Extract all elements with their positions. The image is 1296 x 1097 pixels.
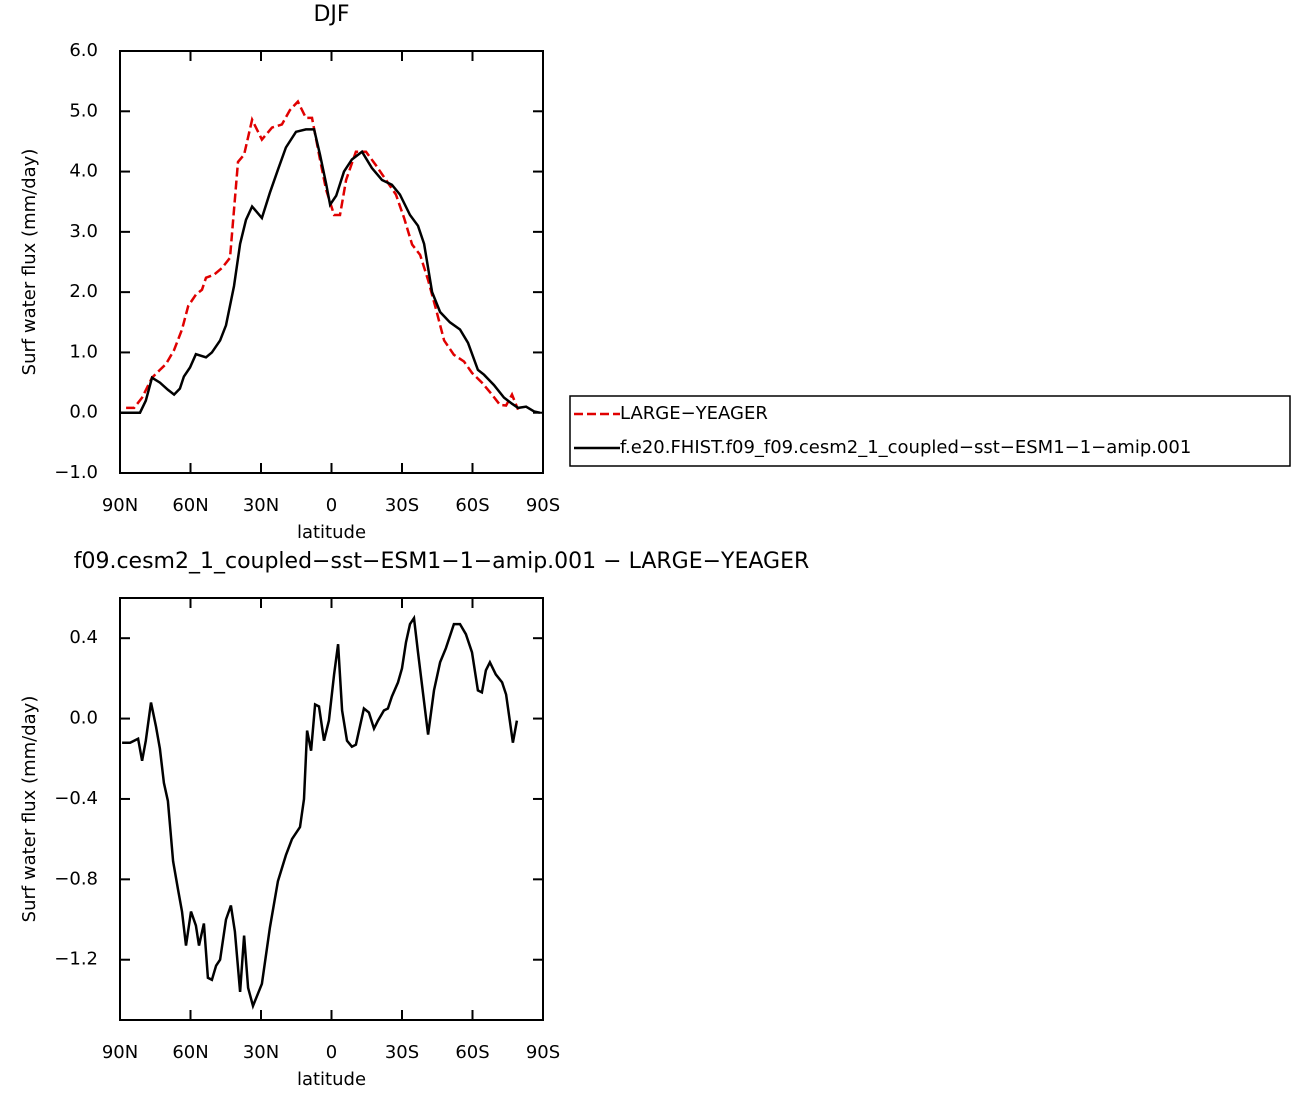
y-tick-label: 0.0 (69, 708, 98, 729)
y-tick-label: 3.0 (69, 221, 98, 242)
plot-frame (119, 597, 544, 1021)
chart-title: f09.cesm2_1_coupled−sst−ESM1−1−amip.001 … (74, 549, 810, 574)
y-tick-label: −0.8 (54, 868, 98, 889)
data-line (122, 614, 519, 1010)
x-tick-label: 0 (326, 1042, 337, 1063)
x-tick-label: 60N (172, 495, 208, 516)
x-tick-label: 90N (102, 495, 138, 516)
x-tick-label: 90S (526, 1042, 560, 1063)
legend: LARGE−YEAGER f.e20.FHIST.f09_f09.cesm2_1_… (569, 395, 1291, 467)
x-tick-label: 90N (102, 1042, 138, 1063)
data-line (120, 128, 541, 414)
x-tick-label: 0 (326, 495, 337, 516)
y-tick-label: 4.0 (69, 161, 98, 182)
y-tick-label: 1.0 (69, 341, 98, 362)
data-line (126, 99, 520, 411)
legend-label: f.e20.FHIST.f09_f09.cesm2_1_coupled−sst−… (620, 437, 1191, 458)
plot-frame (119, 50, 544, 474)
x-tick-label: 60N (172, 1042, 208, 1063)
y-tick-label: 0.0 (69, 402, 98, 423)
x-tick-label: 90S (526, 495, 560, 516)
y-tick-label: −1.0 (54, 462, 98, 483)
y-axis-label: Surf water flux (mm/day) (19, 696, 40, 923)
y-tick-label: −1.2 (54, 949, 98, 970)
legend-box (569, 395, 1291, 467)
y-tick-label: −0.4 (54, 788, 98, 809)
y-tick-label: 0.4 (69, 627, 98, 648)
x-tick-label: 30S (385, 495, 419, 516)
y-tick-label: 5.0 (69, 100, 98, 121)
x-tick-label: 30N (243, 495, 279, 516)
y-tick-label: 6.0 (69, 40, 98, 61)
x-tick-label: 60S (455, 495, 489, 516)
y-tick-label: 2.0 (69, 281, 98, 302)
x-tick-label: 30S (385, 1042, 419, 1063)
x-tick-label: 30N (243, 1042, 279, 1063)
x-tick-label: 60S (455, 1042, 489, 1063)
x-axis-label: latitude (297, 1069, 366, 1090)
y-axis-label: Surf water flux (mm/day) (19, 149, 40, 376)
legend-label: LARGE−YEAGER (620, 403, 768, 424)
chart-title: DJF (313, 2, 349, 27)
x-axis-label: latitude (297, 522, 366, 543)
